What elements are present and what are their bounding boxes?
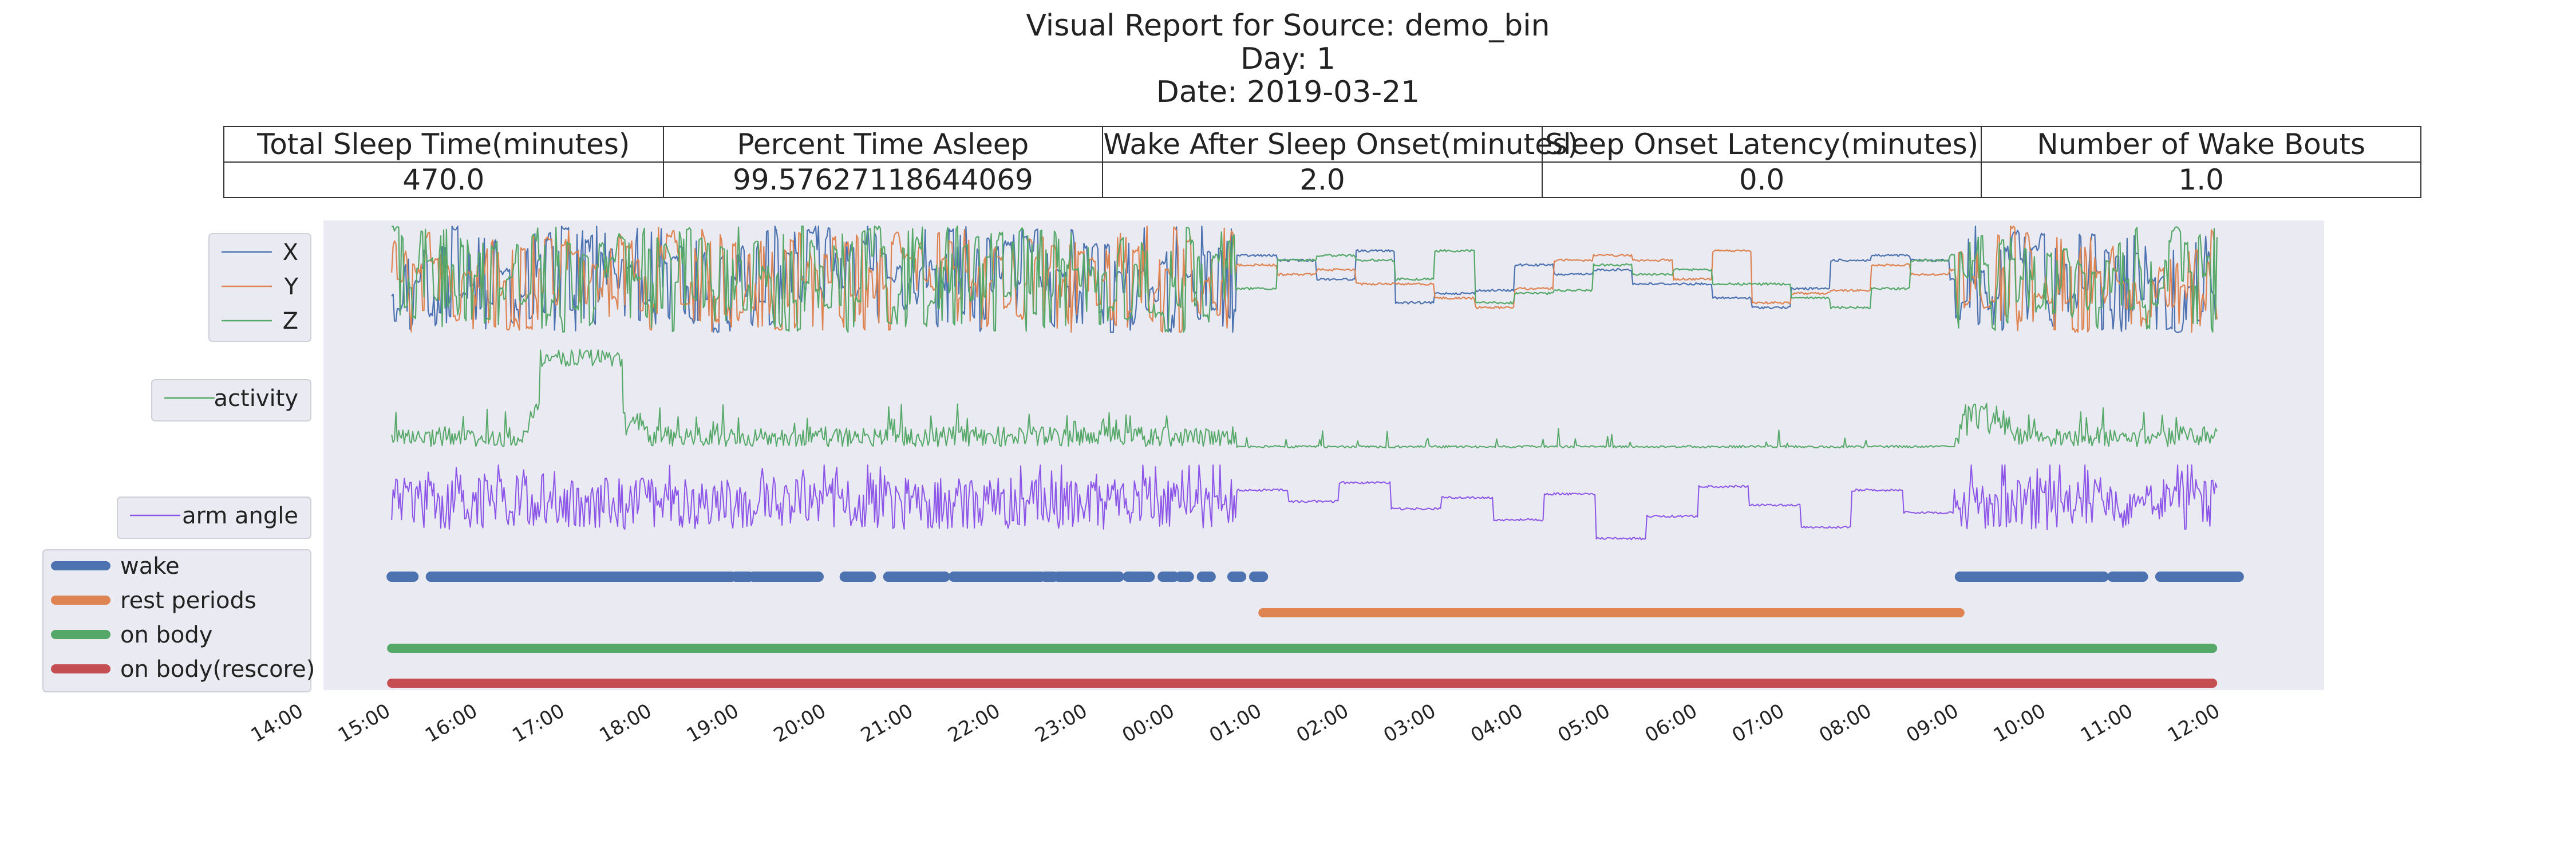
x-tick-label: 00:00 [1119, 699, 1179, 747]
legend-xyz: XYZ [208, 233, 311, 342]
summary-header-row: Total Sleep Time(minutes) Percent Time A… [223, 126, 2421, 163]
header-total-sleep-time: Total Sleep Time(minutes) [223, 126, 664, 163]
x-tick-label: 10:00 [1990, 699, 2050, 747]
value-percent-time-asleep: 99.57627118644069 [662, 161, 1104, 198]
legend-sleep-label: on body [120, 622, 212, 648]
legend-arm-angle: arm angle [117, 497, 311, 539]
x-tick-label: 07:00 [1728, 699, 1788, 747]
x-tick-label: 12:00 [2164, 699, 2224, 747]
legend-xyz-label: Y [284, 274, 299, 300]
x-tick-label: 21:00 [857, 699, 917, 747]
header-number-of-wake-bouts: Number of Wake Bouts [1981, 126, 2421, 163]
x-tick-label: 14:00 [247, 699, 307, 747]
header-sleep-onset-latency: Sleep Onset Latency(minutes) [1541, 126, 1982, 163]
legend-xyz-label: X [283, 239, 298, 266]
legend-activity-box [151, 379, 311, 421]
x-tick-label: 11:00 [2077, 699, 2137, 747]
x-tick-label: 06:00 [1641, 699, 1701, 747]
chart-title-line-3: Date: 2019-03-21 [1156, 75, 1420, 109]
legend-activity-label: activity [214, 385, 298, 412]
value-total-sleep-time: 470.0 [223, 161, 664, 198]
x-tick-label: 17:00 [508, 699, 568, 747]
value-wake-after-sleep-onset: 2.0 [1102, 161, 1543, 198]
legend-xyz-box [208, 233, 311, 342]
x-tick-label: 01:00 [1206, 699, 1266, 747]
legend-sleep-box [42, 549, 311, 692]
legend-arm-angle-label: arm angle [182, 503, 298, 529]
x-tick-label: 02:00 [1293, 699, 1353, 747]
legend-sleep-label: wake [120, 553, 180, 580]
header-wake-after-sleep-onset: Wake After Sleep Onset(minutes) [1102, 126, 1579, 163]
x-tick-label: 05:00 [1554, 699, 1614, 747]
x-tick-label: 16:00 [421, 699, 481, 747]
arm-angle-series-line [391, 464, 2218, 541]
x-tick-label: 15:00 [334, 699, 394, 747]
legend-sleep-label: on body(rescore) [120, 656, 315, 683]
legend-activity: activity [151, 379, 311, 421]
x-tick-label: 19:00 [683, 699, 743, 747]
chart-title-line-2: Day: 1 [1240, 42, 1336, 76]
legend-arm-angle-box [117, 497, 311, 539]
x-tick-label: 22:00 [944, 699, 1004, 747]
summary-value-row: 470.0 99.57627118644069 2.0 0.0 1.0 [223, 161, 2421, 198]
x-tick-label: 18:00 [595, 699, 655, 747]
value-number-of-wake-bouts: 1.0 [1981, 161, 2421, 198]
legend-sleep: wake rest periods on body on body(rescore) [42, 549, 315, 692]
activity-series-line [391, 349, 2218, 448]
x-tick-label: 03:00 [1380, 699, 1440, 747]
x-tick-label: 08:00 [1815, 699, 1875, 747]
x-tick-label: 09:00 [1902, 699, 1962, 747]
x-tick-label: 04:00 [1467, 699, 1527, 747]
header-percent-time-asleep: Percent Time Asleep [662, 126, 1104, 163]
y-series-line [391, 225, 2218, 333]
z-series-line [392, 225, 2218, 333]
chart-title-line-1: Visual Report for Source: demo_bin [1026, 9, 1550, 43]
summary-table: Total Sleep Time(minutes) Percent Time A… [223, 126, 2421, 198]
x-tick-label: 20:00 [770, 699, 830, 747]
legend-xyz-label: Z [283, 308, 298, 334]
legend-sleep-label: rest periods [120, 588, 256, 614]
x-tick-label: 23:00 [1031, 699, 1091, 747]
value-sleep-onset-latency: 0.0 [1541, 161, 1982, 198]
